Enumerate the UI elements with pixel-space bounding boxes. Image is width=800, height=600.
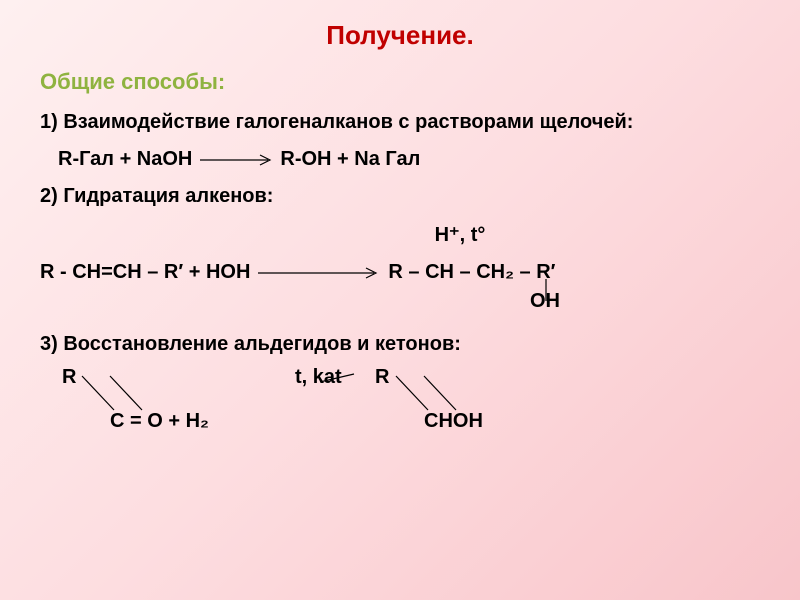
method2-condition: Н⁺, t° <box>40 222 760 247</box>
method2-rhs-top: R – CH – CH₂ – R′ <box>388 261 555 284</box>
method3-r2: R <box>375 366 389 389</box>
method1-reaction: R-Гал + NаОН R-ОН + Nа Гал <box>40 148 760 171</box>
slide-container: Получение. Общие способы: 1) Взаимодейст… <box>0 0 800 600</box>
slide-subtitle: Общие способы: <box>40 69 760 95</box>
method3-heading: 3) Восстановление альдегидов и кетонов: <box>40 333 760 356</box>
method3-row2: C = O + H₂ CHOH <box>40 410 760 436</box>
strike-line <box>318 370 358 386</box>
method1-lhs: R-Гал + NаОН <box>58 148 192 171</box>
method1-rhs: R-ОН + Nа Гал <box>280 148 420 171</box>
method1-heading: 1) Взаимодействие галогеналканов с раств… <box>40 111 760 134</box>
method2-lhs: R - CH=CH – R′ + HOH <box>40 261 250 284</box>
method3-bottom-l: C = O + H₂ <box>110 410 209 433</box>
method3-row1: R t, kat R <box>40 366 760 392</box>
arrow-icon <box>254 266 384 280</box>
method2-heading: 2) Гидратация алкенов: <box>40 185 760 208</box>
method3-r1: R <box>62 366 76 389</box>
method2-reaction: R - CH=CH – R′ + HOH R – CH – CH₂ – R′ <box>40 261 760 284</box>
method3-bottom-r: CHOH <box>424 410 483 433</box>
slide-title: Получение. <box>40 20 760 51</box>
method2-oh: OH <box>40 290 760 313</box>
arrow-icon <box>196 153 276 167</box>
